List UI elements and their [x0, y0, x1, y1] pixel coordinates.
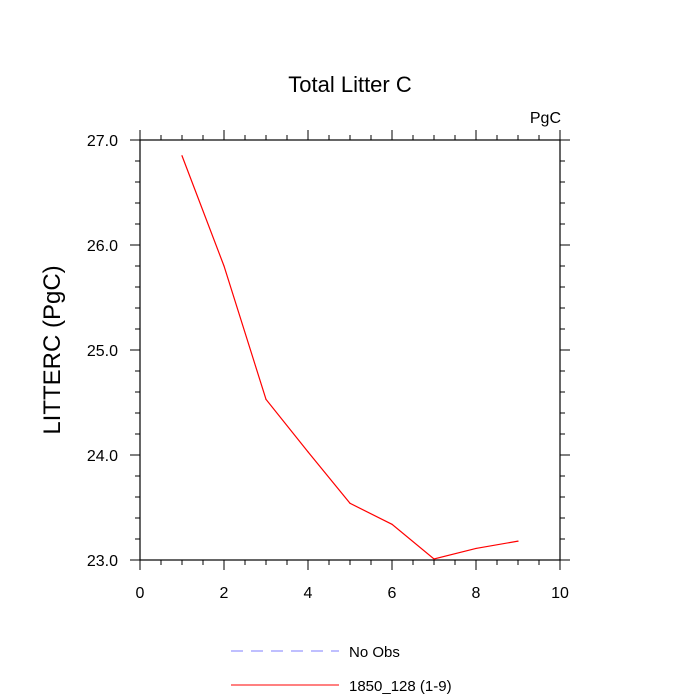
- series-layer: [181, 155, 519, 560]
- x-tick-label: 4: [304, 585, 313, 602]
- series-line-1: [181, 155, 519, 560]
- y-tick-label: 26.0: [87, 238, 118, 255]
- x-tick-label: 8: [472, 585, 481, 602]
- chart-title: Total Litter C: [288, 72, 412, 97]
- y-tick-label: 24.0: [87, 448, 118, 465]
- axis-tick-labels: 0 2 4 6 8 10 23.0 24.0 25.0 26.0 27.0: [87, 133, 569, 602]
- axis-ticks: [130, 130, 570, 570]
- data-point: [475, 547, 477, 550]
- data-point: [265, 398, 267, 400]
- data-point: [391, 523, 393, 525]
- x-tick-label: 6: [388, 585, 397, 602]
- data-point: [433, 558, 435, 560]
- x-tick-label: 2: [220, 585, 229, 602]
- data-point: [181, 155, 183, 157]
- data-point: [349, 502, 351, 504]
- legend-label: 1850_128 (1-9): [349, 678, 452, 695]
- plot-frame: [139, 139, 561, 561]
- legend: No Obs 1850_128 (1-9): [231, 644, 452, 695]
- units-label: PgC: [530, 110, 561, 127]
- data-point: [223, 265, 225, 267]
- y-tick-label: 27.0: [87, 133, 118, 150]
- y-tick-label: 25.0: [87, 343, 118, 360]
- x-tick-label: 0: [136, 585, 145, 602]
- y-axis-label: LITTERC (PgC): [39, 265, 66, 434]
- y-tick-label: 23.0: [87, 553, 118, 570]
- x-tick-label: 10: [551, 585, 569, 602]
- data-point: [517, 540, 519, 542]
- legend-label: No Obs: [349, 644, 400, 661]
- data-point: [307, 451, 309, 453]
